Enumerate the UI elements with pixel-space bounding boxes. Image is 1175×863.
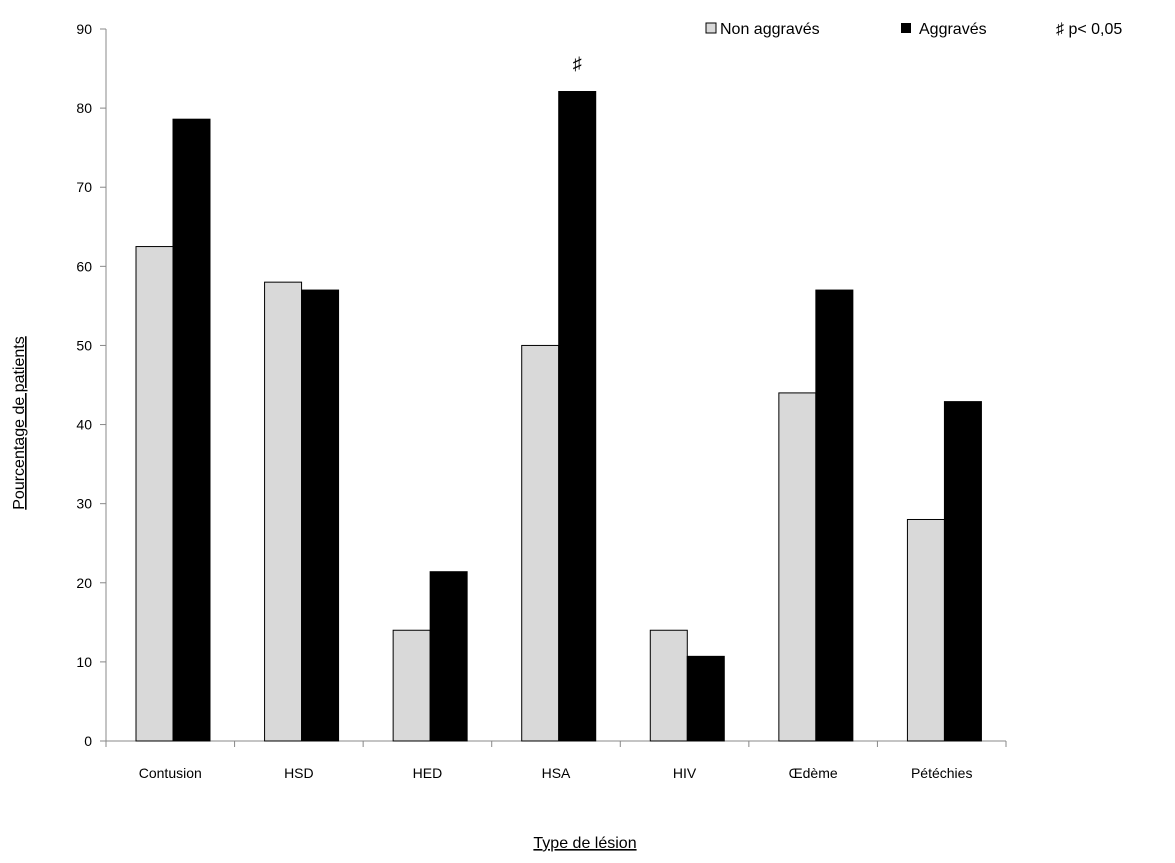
bar-non-aggraves xyxy=(135,246,174,742)
legend-label-aggraves: Aggravés xyxy=(919,21,987,38)
y-tick-label: 50 xyxy=(76,337,92,353)
bar-non-aggraves xyxy=(392,629,431,742)
x-axis-title: Type de lésion xyxy=(533,835,636,852)
legend-swatch-aggraves xyxy=(901,23,911,33)
x-tick-label: HSA xyxy=(542,765,571,781)
bar-non-aggraves xyxy=(906,518,945,742)
bar-non-aggraves xyxy=(264,281,303,742)
bar-aggraves xyxy=(815,289,854,742)
bar-aggraves xyxy=(429,571,468,742)
bar-aggraves xyxy=(172,118,211,742)
bar-non-aggraves xyxy=(649,629,688,742)
x-tick-label: Œdème xyxy=(789,765,838,781)
y-tick-label: 70 xyxy=(76,179,92,195)
y-tick-label: 30 xyxy=(76,496,92,512)
y-tick-label: 40 xyxy=(76,417,92,433)
y-tick-label: 80 xyxy=(76,100,92,116)
legend-label-non-aggraves: Non aggravés xyxy=(720,21,820,38)
y-tick-label: 90 xyxy=(76,21,92,37)
y-tick-label: 20 xyxy=(76,575,92,591)
x-tick-label: HSD xyxy=(284,765,314,781)
legend-significance: ♯ p< 0,05 xyxy=(1056,21,1122,38)
x-tick-label: HED xyxy=(413,765,443,781)
bar-aggraves xyxy=(301,289,340,742)
bar-aggraves xyxy=(686,655,725,742)
x-tick-label: HIV xyxy=(673,765,697,781)
significance-marker: ♯ xyxy=(573,53,582,73)
y-tick-label: 0 xyxy=(84,733,92,749)
y-tick-label: 10 xyxy=(76,654,92,670)
y-axis-title: Pourcentage de patients xyxy=(11,336,28,509)
bar-non-aggraves xyxy=(778,392,817,742)
bar-aggraves xyxy=(558,90,597,742)
x-tick-label: Contusion xyxy=(139,765,202,781)
y-tick-label: 60 xyxy=(76,258,92,274)
legend: Non aggravés Aggravés ♯ p< 0,05 xyxy=(705,21,1122,38)
bar-aggraves xyxy=(943,401,982,742)
x-tick-label: Pétéchies xyxy=(911,765,972,781)
legend-swatch-non-aggraves xyxy=(705,22,717,34)
plot-area: 0 10 20 30 40 50 60 70 80 90 Contusion HSD HED HSA HIV… xyxy=(76,21,1007,781)
bar-non-aggraves xyxy=(521,344,560,742)
